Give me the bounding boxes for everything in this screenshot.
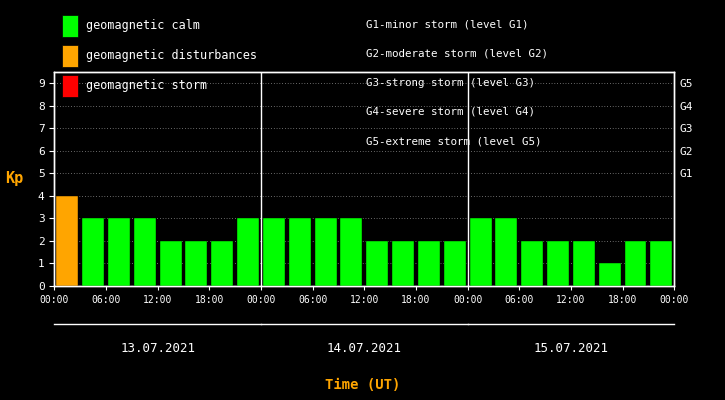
Bar [186,241,207,286]
Bar [289,218,311,286]
Bar [108,218,130,286]
Text: G3-strong storm (level G3): G3-strong storm (level G3) [366,78,535,88]
Text: G5-extreme storm (level G5): G5-extreme storm (level G5) [366,136,542,146]
Bar [134,218,156,286]
Text: Time (UT): Time (UT) [325,378,400,392]
Text: 14.07.2021: 14.07.2021 [327,342,402,355]
Text: G4-severe storm (level G4): G4-severe storm (level G4) [366,107,535,117]
Text: geomagnetic storm: geomagnetic storm [86,80,207,92]
Text: 13.07.2021: 13.07.2021 [120,342,195,355]
Bar [392,241,414,286]
Text: geomagnetic disturbances: geomagnetic disturbances [86,50,257,62]
Bar [263,218,285,286]
Bar [57,196,78,286]
Bar [444,241,465,286]
Bar [599,264,621,286]
Bar [160,241,181,286]
Text: G1-minor storm (level G1): G1-minor storm (level G1) [366,19,529,29]
Bar [418,241,440,286]
Bar [315,218,336,286]
Bar [650,241,672,286]
Text: G2-moderate storm (level G2): G2-moderate storm (level G2) [366,48,548,58]
Bar [82,218,104,286]
Bar [624,241,647,286]
Bar [341,218,362,286]
Text: Kp: Kp [5,172,24,186]
Text: 15.07.2021: 15.07.2021 [534,342,608,355]
Bar [237,218,259,286]
Bar [211,241,233,286]
Text: geomagnetic calm: geomagnetic calm [86,20,200,32]
Bar [366,241,388,286]
Bar [495,218,518,286]
Bar [547,241,569,286]
Bar [470,218,492,286]
Bar [573,241,594,286]
Bar [521,241,543,286]
